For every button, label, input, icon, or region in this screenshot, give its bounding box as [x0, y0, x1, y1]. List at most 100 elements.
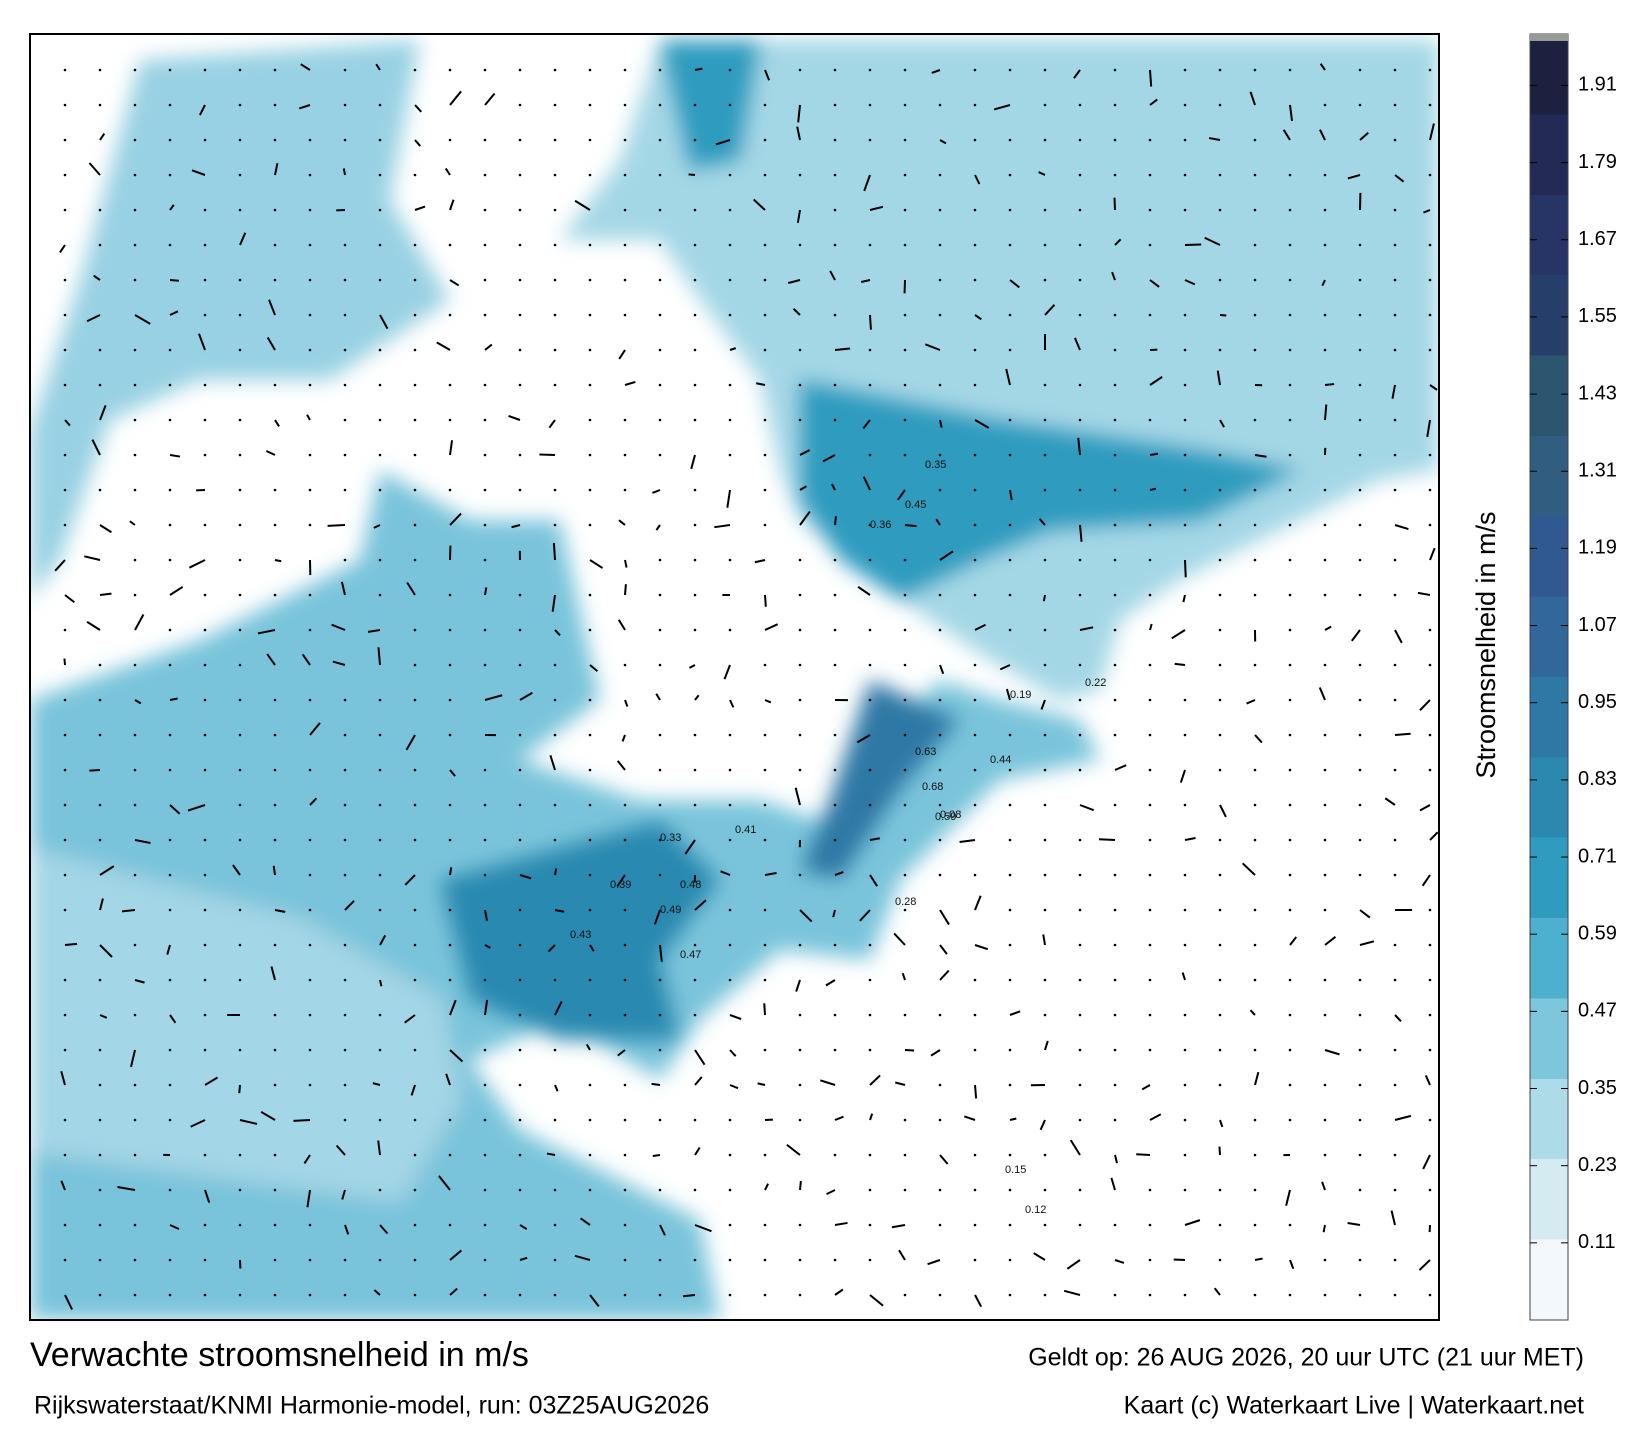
dot — [1114, 104, 1117, 107]
dot — [519, 594, 522, 597]
dot — [659, 804, 662, 807]
dot — [99, 1049, 102, 1052]
dot — [1359, 384, 1362, 387]
dot — [729, 769, 732, 772]
dot — [659, 1049, 662, 1052]
dot — [589, 839, 592, 842]
dot — [309, 384, 312, 387]
dot — [589, 909, 592, 912]
dot — [1254, 209, 1257, 212]
dot — [414, 1049, 417, 1052]
dot — [729, 279, 732, 282]
dot — [729, 69, 732, 72]
dot — [1149, 244, 1152, 247]
dot — [274, 1014, 277, 1017]
dot — [1184, 419, 1187, 422]
dot — [1079, 559, 1082, 562]
dot — [1079, 664, 1082, 667]
dot — [729, 1154, 732, 1157]
dot — [1184, 384, 1187, 387]
dot — [64, 1259, 67, 1262]
dot — [484, 489, 487, 492]
dot — [309, 174, 312, 177]
dot — [484, 664, 487, 667]
dot — [904, 174, 907, 177]
dot — [729, 1189, 732, 1192]
dot — [99, 1119, 102, 1122]
dot — [834, 944, 837, 947]
arrow — [653, 1155, 660, 1156]
dot — [624, 489, 627, 492]
speed-label: 0.48 — [680, 879, 701, 891]
dot — [869, 104, 872, 107]
dot — [134, 1154, 137, 1157]
dot — [589, 1154, 592, 1157]
dot — [904, 1119, 907, 1122]
dot — [1219, 524, 1222, 527]
dot — [834, 769, 837, 772]
dot — [169, 489, 172, 492]
dot — [274, 1154, 277, 1157]
dot — [99, 104, 102, 107]
dot — [1429, 629, 1432, 632]
dot — [1149, 804, 1152, 807]
dot — [904, 874, 907, 877]
arrow — [122, 910, 135, 911]
dot — [624, 174, 627, 177]
dot — [134, 664, 137, 667]
dot — [1009, 1154, 1012, 1157]
dot — [659, 1189, 662, 1192]
dot — [1254, 1224, 1257, 1227]
speed-label: 0.28 — [895, 896, 916, 908]
dot — [344, 769, 347, 772]
dot — [344, 104, 347, 107]
dot — [869, 349, 872, 352]
dot — [99, 1294, 102, 1297]
dot — [1009, 1189, 1012, 1192]
dot — [484, 1259, 487, 1262]
arrow — [293, 1120, 310, 1121]
dot — [1359, 804, 1362, 807]
arrow — [975, 1085, 976, 1098]
dot — [1254, 69, 1257, 72]
dot — [379, 104, 382, 107]
dot — [834, 104, 837, 107]
dot — [204, 244, 207, 247]
dot — [869, 1189, 872, 1192]
dot — [589, 454, 592, 457]
dot — [414, 1224, 417, 1227]
dot — [974, 209, 977, 212]
dot — [764, 489, 767, 492]
dot — [1429, 1014, 1432, 1017]
dot — [554, 699, 557, 702]
dot — [274, 139, 277, 142]
dot — [1184, 174, 1187, 177]
dot — [869, 1259, 872, 1262]
dot — [869, 979, 872, 982]
dot — [764, 1049, 767, 1052]
dot — [169, 559, 172, 562]
dot — [1429, 909, 1432, 912]
dot — [64, 384, 67, 387]
dot — [659, 979, 662, 982]
dot — [1394, 209, 1397, 212]
dot — [1149, 1049, 1152, 1052]
dot — [624, 1119, 627, 1122]
dot — [64, 454, 67, 457]
dot — [694, 734, 697, 737]
dot — [659, 874, 662, 877]
dot — [274, 594, 277, 597]
dot — [169, 174, 172, 177]
dot — [484, 979, 487, 982]
arrow — [239, 1085, 240, 1093]
dot — [554, 1049, 557, 1052]
dot — [239, 69, 242, 72]
dot — [1184, 944, 1187, 947]
dot — [1289, 489, 1292, 492]
dot — [1324, 664, 1327, 667]
speed-label: 0.19 — [1010, 689, 1031, 701]
dot — [1114, 384, 1117, 387]
speed-label: 0.08 — [940, 809, 961, 821]
dot — [904, 314, 907, 317]
dot — [589, 594, 592, 597]
